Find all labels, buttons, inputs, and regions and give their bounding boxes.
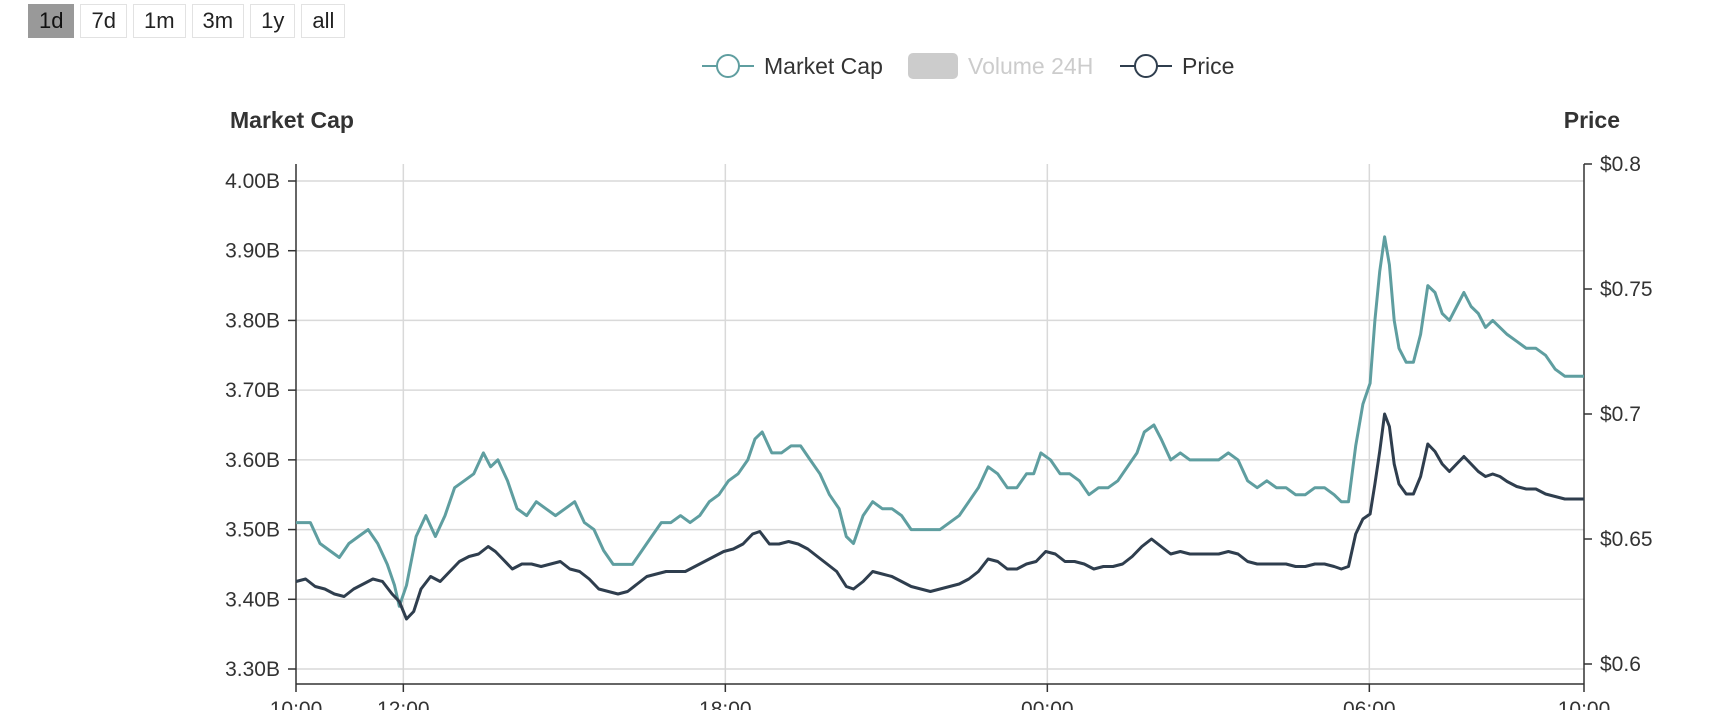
- right-tick-label: $0.8: [1600, 153, 1641, 176]
- right-tick-label: $0.65: [1600, 528, 1653, 551]
- range-button-1m[interactable]: 1m: [132, 4, 186, 38]
- legend-label-volume-24h: Volume 24H: [968, 53, 1093, 79]
- left-tick-label: 4.00B: [225, 170, 280, 193]
- legend-marker-price: [1134, 54, 1158, 78]
- legend: Market Cap Volume 24H Price: [702, 53, 1234, 79]
- left-axis-title: Market Cap: [230, 107, 354, 133]
- x-tick-label: 12:00: [377, 698, 430, 710]
- legend-item-volume-24h[interactable]: Volume 24H: [908, 53, 1093, 79]
- right-tick-label: $0.6: [1600, 653, 1641, 676]
- grid: [296, 164, 1584, 684]
- right-tick-label: $0.75: [1600, 278, 1653, 301]
- left-tick-label: 3.80B: [225, 309, 280, 332]
- axes: 3.30B 3.40B 3.50B 3.60B 3.70B 3.80B 3.90B 4.00B…: [225, 153, 1652, 710]
- range-selector: 1d 7d 1m 3m 1y all: [28, 4, 346, 38]
- range-button-7d[interactable]: 7d: [80, 4, 127, 38]
- right-tick-label: $0.7: [1600, 403, 1641, 426]
- left-tick-label: 3.50B: [225, 519, 280, 542]
- range-button-1d[interactable]: 1d: [28, 4, 75, 38]
- legend-item-market-cap[interactable]: Market Cap: [702, 53, 883, 79]
- left-tick-label: 3.40B: [225, 588, 280, 611]
- range-button-all[interactable]: all: [301, 4, 346, 38]
- left-tick-label: 3.70B: [225, 379, 280, 402]
- x-tick-label: 10:00: [270, 698, 323, 710]
- range-button-3m[interactable]: 3m: [191, 4, 245, 38]
- series-line-price[interactable]: [295, 412, 1584, 621]
- legend-marker-volume-24h: [908, 53, 958, 79]
- legend-marker-market-cap: [716, 54, 740, 78]
- x-tick-label: 10:00: [1558, 698, 1611, 710]
- left-tick-label: 3.60B: [225, 449, 280, 472]
- legend-item-price[interactable]: Price: [1120, 53, 1234, 79]
- left-tick-label: 3.90B: [225, 240, 280, 263]
- legend-label-market-cap: Market Cap: [764, 53, 883, 79]
- left-tick-label: 3.30B: [225, 658, 280, 681]
- series-line-market-cap[interactable]: [296, 235, 1584, 608]
- right-axis-title: Price: [1564, 107, 1620, 133]
- range-button-1y[interactable]: 1y: [250, 4, 296, 38]
- x-tick-label: 18:00: [699, 698, 752, 710]
- x-tick-label: 00:00: [1021, 698, 1074, 710]
- x-tick-label: 06:00: [1343, 698, 1396, 710]
- legend-label-price: Price: [1182, 53, 1234, 79]
- series: [295, 235, 1584, 621]
